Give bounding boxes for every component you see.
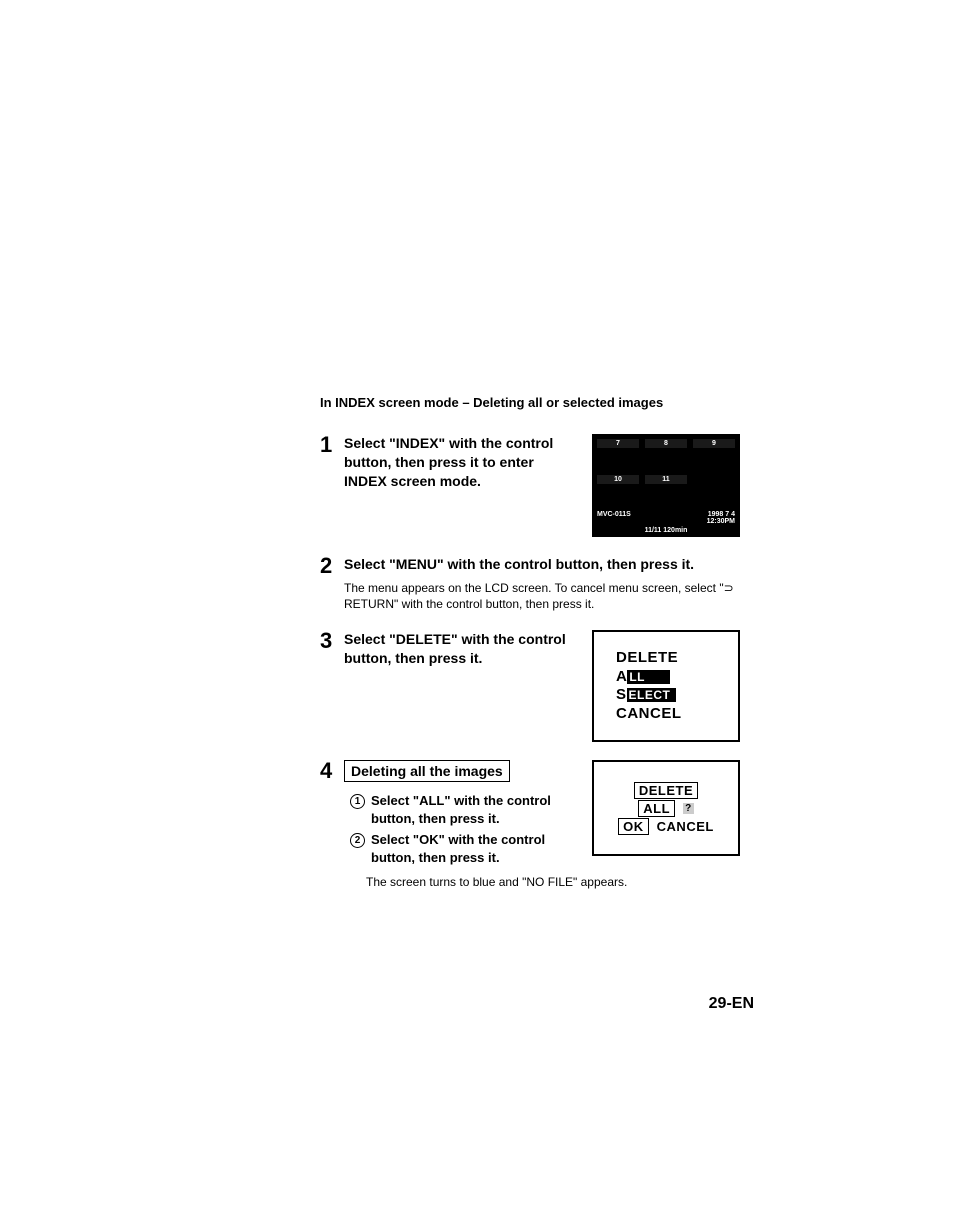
thumbnail: 8 (644, 439, 688, 471)
step-number: 2 (320, 555, 340, 577)
section-title: In INDEX screen mode – Deleting all or s… (320, 395, 740, 410)
thumbnail-row: 7 8 9 (596, 439, 736, 471)
confirm-title: DELETE (634, 782, 698, 799)
confirm-ok: OK (618, 818, 649, 835)
delete-menu-diagram: DELETE ALL SELECT CANCEL (592, 630, 740, 742)
step-heading: Select "MENU" with the control button, t… (344, 555, 740, 574)
step-1: 1 Select "INDEX" with the control button… (320, 434, 740, 537)
boxed-subtitle: Deleting all the images (344, 760, 510, 782)
substep-1: 1 Select "ALL" with the control button, … (350, 792, 574, 827)
return-icon: ⊃ (724, 580, 734, 596)
index-screen-diagram: 7 8 9 10 11 MVC-011S 1998 7 4 12:30PM 11 (592, 434, 740, 537)
menu-option-cancel: CANCEL (616, 705, 738, 724)
circled-number-icon: 2 (350, 833, 365, 848)
substep-2: 2 Select "OK" with the control button, t… (350, 831, 574, 866)
menu-option-select: SELECT (616, 686, 738, 705)
confirm-ok-row: OK CANCEL (618, 818, 714, 835)
time-label: 12:30PM (596, 518, 736, 525)
counter-label: 11/11 120min (596, 527, 736, 534)
thumbnail: 9 (692, 439, 736, 471)
confirm-cancel: CANCEL (657, 819, 714, 834)
index-footer: MVC-011S 1998 7 4 (596, 511, 736, 518)
thumbnail-number: 10 (597, 475, 639, 484)
model-label: MVC-011S (597, 511, 631, 518)
thumbnail-number: 7 (597, 439, 639, 448)
thumbnail-number: 9 (693, 439, 735, 448)
confirm-all: ALL (638, 800, 675, 817)
thumbnail: 7 (596, 439, 640, 471)
thumbnail: 10 (596, 475, 640, 507)
page-number: 29-EN (709, 995, 754, 1013)
step-number: 1 (320, 434, 340, 456)
step-heading: Select "INDEX" with the control button, … (344, 434, 574, 491)
thumbnail-empty (692, 475, 736, 507)
manual-page: In INDEX screen mode – Deleting all or s… (320, 395, 740, 909)
thumbnail-row: 10 11 (596, 475, 736, 507)
circled-number-icon: 1 (350, 794, 365, 809)
confirm-all-row: ALL ? (638, 800, 693, 817)
substep-text: Select "ALL" with the control button, th… (371, 792, 574, 827)
step-note: The menu appears on the LCD screen. To c… (344, 580, 740, 612)
substep-text: Select "OK" with the control button, the… (371, 831, 574, 866)
menu-title: DELETE (616, 649, 738, 668)
thumbnail-number: 11 (645, 475, 687, 484)
step-2: 2 Select "MENU" with the control button,… (320, 555, 740, 612)
menu-option-all: ALL (616, 668, 738, 687)
confirm-screen-diagram: DELETE ALL ? OK CANCEL (592, 760, 740, 856)
date-label: 1998 7 4 (708, 511, 735, 518)
confirm-question: ? (683, 803, 694, 814)
thumbnail: 11 (644, 475, 688, 507)
thumbnail-number: 8 (645, 439, 687, 448)
step-note: The screen turns to blue and "NO FILE" a… (366, 874, 740, 890)
step-number: 3 (320, 630, 340, 652)
step-4: 4 Deleting all the images 1 Select "ALL"… (320, 760, 740, 890)
step-number: 4 (320, 760, 340, 782)
step-3: 3 Select "DELETE" with the control butto… (320, 630, 740, 742)
step-heading: Select "DELETE" with the control button,… (344, 630, 574, 668)
